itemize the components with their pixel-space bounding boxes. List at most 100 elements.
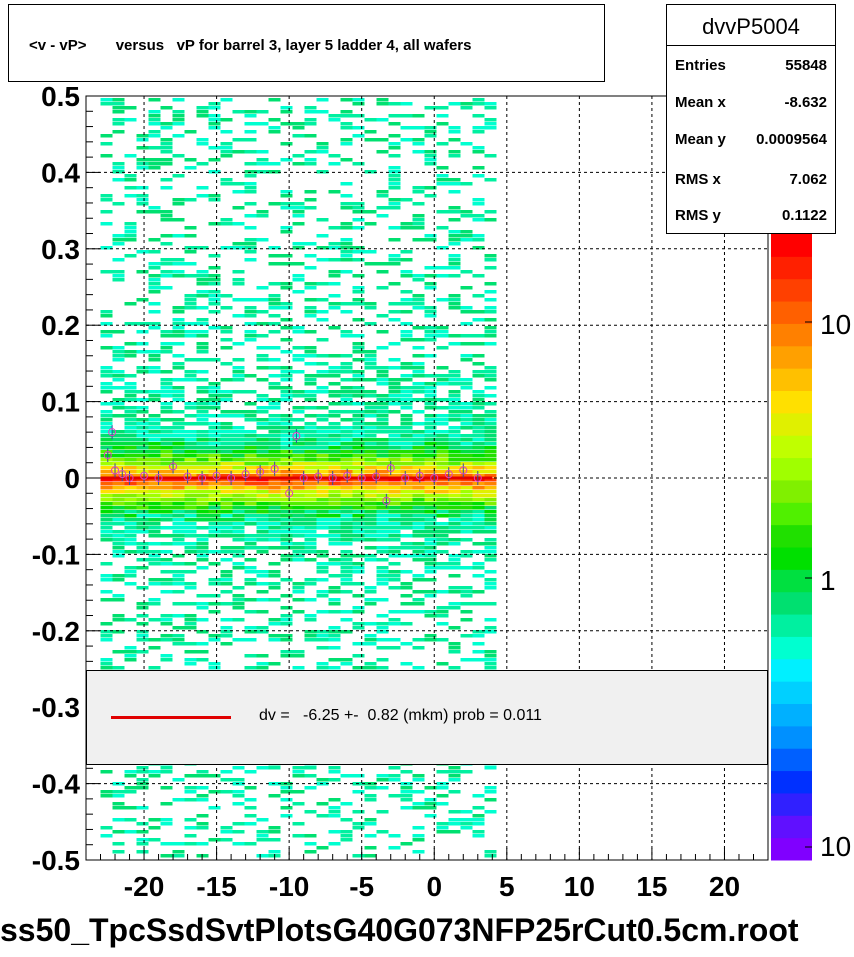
heatmap-cell: [256, 510, 269, 514]
heatmap-cell: [172, 842, 185, 846]
profile-point: [473, 474, 482, 482]
heatmap-cell: [412, 602, 425, 606]
heatmap-cell: [112, 354, 125, 358]
y-tick-label: -0.2: [32, 616, 80, 647]
heatmap-cell: [208, 470, 221, 474]
heatmap-cell: [196, 618, 209, 622]
heatmap-cell: [100, 526, 113, 530]
heatmap-cell: [232, 462, 245, 466]
heatmap-cell: [184, 294, 197, 298]
heatmap-cell: [388, 102, 401, 106]
heatmap-cell: [316, 502, 329, 506]
heatmap-cell: [160, 454, 173, 458]
heatmap-cell: [220, 446, 233, 450]
heatmap-cell: [340, 658, 353, 662]
heatmap-cell: [484, 374, 497, 378]
heatmap-cell: [328, 842, 341, 846]
heatmap-cell: [376, 666, 389, 670]
heatmap-cell: [388, 574, 401, 578]
heatmap-cell: [460, 378, 473, 382]
heatmap-cell: [136, 634, 149, 638]
heatmap-cell: [460, 478, 473, 482]
heatmap-cell: [112, 414, 125, 418]
heatmap-cell: [460, 586, 473, 590]
heatmap-cell: [100, 434, 113, 438]
heatmap-cell: [256, 494, 269, 498]
heatmap-cell: [316, 450, 329, 454]
heatmap-cell: [364, 846, 377, 850]
heatmap-cell: [460, 518, 473, 522]
heatmap-cell: [112, 802, 125, 806]
heatmap-cell: [472, 362, 485, 366]
heatmap-cell: [160, 550, 173, 554]
heatmap-cell: [136, 198, 149, 202]
heatmap-cell: [388, 646, 401, 650]
heatmap-cell: [484, 326, 497, 330]
profile-point: [430, 474, 439, 482]
colorbar-label: 10: [820, 831, 851, 862]
heatmap-cell: [184, 442, 197, 446]
heatmap-cell: [160, 658, 173, 662]
x-tick-label: 15: [636, 871, 667, 902]
heatmap-cell: [484, 658, 497, 662]
heatmap-cell: [352, 342, 365, 346]
heatmap-cell: [172, 398, 185, 402]
heatmap-cell: [124, 482, 137, 486]
heatmap-cell: [100, 422, 113, 426]
heatmap-cell: [316, 442, 329, 446]
heatmap-cell: [424, 286, 437, 290]
heatmap-cell: [328, 326, 341, 330]
heatmap-cell: [448, 538, 461, 542]
heatmap-cell: [436, 494, 449, 498]
heatmap-cell: [208, 490, 221, 494]
colorbar-segment: [771, 278, 812, 302]
heatmap-cell: [352, 554, 365, 558]
heatmap-cell: [472, 274, 485, 278]
heatmap-cell: [328, 270, 341, 274]
heatmap-cell: [460, 462, 473, 466]
heatmap-cell: [148, 262, 161, 266]
heatmap-cell: [196, 446, 209, 450]
heatmap-cell: [472, 334, 485, 338]
heatmap-cell: [340, 474, 353, 478]
heatmap-cell: [160, 618, 173, 622]
heatmap-cell: [148, 526, 161, 530]
heatmap-cell: [196, 546, 209, 550]
heatmap-cell: [112, 238, 125, 242]
heatmap-cell: [436, 486, 449, 490]
heatmap-cell: [112, 794, 125, 798]
x-tick-label: -20: [124, 871, 164, 902]
heatmap-cell: [328, 534, 341, 538]
heatmap-cell: [196, 186, 209, 190]
heatmap-cell: [268, 438, 281, 442]
heatmap-cell: [280, 206, 293, 210]
heatmap-cell: [448, 830, 461, 834]
heatmap-cell: [460, 502, 473, 506]
heatmap-cell: [112, 578, 125, 582]
heatmap-cell: [340, 446, 353, 450]
heatmap-cell: [232, 270, 245, 274]
heatmap-cell: [460, 354, 473, 358]
heatmap-cell: [124, 522, 137, 526]
heatmap-cell: [244, 182, 257, 186]
heatmap-cell: [316, 390, 329, 394]
heatmap-cell: [316, 578, 329, 582]
heatmap-cell: [292, 442, 305, 446]
heatmap-cell: [412, 778, 425, 782]
heatmap-cell: [268, 502, 281, 506]
heatmap-cell: [352, 422, 365, 426]
heatmap-cell: [412, 218, 425, 222]
heatmap-cell: [220, 602, 233, 606]
y-tick-label: -0.3: [32, 692, 80, 723]
heatmap-cell: [244, 162, 257, 166]
heatmap-cell: [196, 454, 209, 458]
heatmap-cell: [220, 570, 233, 574]
heatmap-cell: [328, 434, 341, 438]
heatmap-cell: [100, 522, 113, 526]
heatmap-cell: [148, 530, 161, 534]
heatmap-cell: [400, 338, 413, 342]
heatmap-cell: [352, 486, 365, 490]
heatmap-cell: [124, 442, 137, 446]
heatmap-cell: [280, 474, 293, 478]
heatmap-cell: [352, 430, 365, 434]
